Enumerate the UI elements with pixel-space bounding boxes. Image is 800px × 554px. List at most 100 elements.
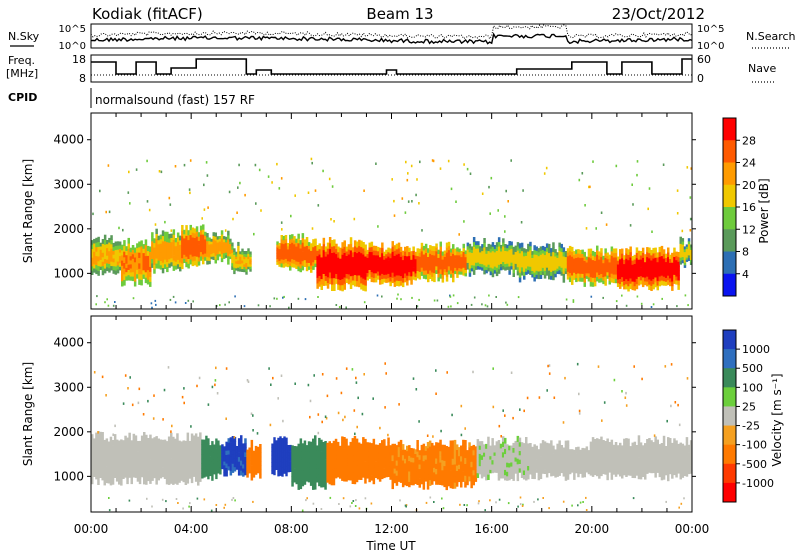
power-cell-1124 xyxy=(410,263,413,269)
power-cell-1528 xyxy=(516,270,520,276)
velocity-cell-317 xyxy=(172,448,175,456)
power-cell-760 xyxy=(316,283,319,289)
velocity-cell-37 xyxy=(99,443,102,450)
power-cell-1187 xyxy=(427,265,430,270)
power-cell-259 xyxy=(159,251,163,257)
velocity-cell-605 xyxy=(246,456,249,461)
velocity-cell-2093 xyxy=(644,452,647,458)
power-cell-2197 xyxy=(689,249,693,253)
power-cell-1431 xyxy=(489,244,493,249)
velocity-scatter-60 xyxy=(502,409,504,412)
power-cell-2138 xyxy=(675,272,678,277)
power-scatter-88 xyxy=(489,212,491,215)
velocity-scatter-99 xyxy=(326,394,329,398)
power-cell-1876 xyxy=(606,262,609,266)
velocity-cell-1686 xyxy=(537,453,541,458)
power-cell-1629 xyxy=(541,253,545,258)
velocity-cell-564 xyxy=(235,454,239,459)
power-cell-132 xyxy=(125,259,128,264)
power-cell-401 xyxy=(197,257,201,262)
velocity-cell-118 xyxy=(120,445,123,452)
power-cell-1955 xyxy=(627,270,630,276)
power-colorbar-swatch-7 xyxy=(723,273,736,297)
power-cell-565 xyxy=(239,256,242,260)
power-cell-1147 xyxy=(416,263,419,268)
velocity-cell-155 xyxy=(130,462,133,468)
velocity-cell-1998 xyxy=(619,447,622,452)
power-cell-309 xyxy=(172,239,176,246)
power-cell-735 xyxy=(307,242,311,246)
velocity-cell-971 xyxy=(351,460,355,467)
velocity-cell-305 xyxy=(170,470,173,478)
velocity-cell-1285 xyxy=(433,454,436,460)
power-colorbar-tick-0: 28 xyxy=(742,134,756,147)
power-cell-2190 xyxy=(687,241,691,245)
power-cell-646 xyxy=(284,238,288,244)
velocity-cell-664 xyxy=(273,470,276,476)
velocity-cell-493 xyxy=(217,448,220,454)
velocity-cell-1496 xyxy=(489,469,492,474)
velocity-cell-1121 xyxy=(391,477,394,484)
velocity-cell-937 xyxy=(343,470,346,476)
velocity-cell-1673 xyxy=(535,465,538,470)
velocity-cell-1365 xyxy=(453,452,457,459)
power-near-54 xyxy=(335,304,338,306)
velocity-near-76 xyxy=(405,505,407,508)
power-cell-1978 xyxy=(633,277,637,282)
velocity-cell-1735 xyxy=(550,440,553,446)
power-scatter-5 xyxy=(168,196,171,200)
power-cell-956 xyxy=(366,261,369,266)
power-cell-759 xyxy=(314,238,317,243)
velocity-cell-1510 xyxy=(491,442,494,448)
velocity-cell-740 xyxy=(291,460,294,467)
power-cell-713 xyxy=(303,259,307,264)
power-cell-2122 xyxy=(671,276,674,282)
power-near-22 xyxy=(436,299,439,302)
velocity-cell-1340 xyxy=(447,461,451,467)
power-cell-1757 xyxy=(575,257,578,262)
velocity-cell-1447 xyxy=(474,446,478,452)
power-cell-2107 xyxy=(667,266,670,271)
velocity-cell-2109 xyxy=(648,446,651,452)
power-cell-837 xyxy=(335,253,338,260)
power-cell-361 xyxy=(187,258,190,264)
velocity-cell-1655 xyxy=(529,443,532,448)
power-cell-200 xyxy=(144,277,148,284)
velocity-cell-1281 xyxy=(433,472,436,477)
power-cell-605 xyxy=(249,256,252,260)
velocity-cell-1932 xyxy=(602,452,605,458)
power-cell-773 xyxy=(318,254,321,260)
power-cell-1566 xyxy=(525,252,528,256)
velocity-cell-659 xyxy=(271,458,274,463)
power-cell-208 xyxy=(146,279,150,285)
velocity-cell-622 xyxy=(250,445,254,451)
velocity-cell-1615 xyxy=(518,437,522,443)
velocity-cell-1604 xyxy=(516,452,520,459)
power-near-16 xyxy=(172,295,175,298)
power-cell-4 xyxy=(91,253,94,258)
velocity-cell-1495 xyxy=(487,436,490,443)
velocity-cell-80 xyxy=(111,478,115,485)
velocity-cell-1970 xyxy=(612,463,616,468)
power-cell-51 xyxy=(103,253,107,259)
velocity-cell-1187 xyxy=(408,465,411,472)
power-cell-129 xyxy=(125,271,128,277)
power-cell-818 xyxy=(331,271,334,279)
velocity-cell-132 xyxy=(124,451,127,457)
velocity-cell-1427 xyxy=(470,466,473,473)
velocity-cell-2168 xyxy=(664,471,668,476)
power-scatter-46 xyxy=(238,163,240,167)
velocity-cell-1230 xyxy=(418,454,421,460)
power-cell-1051 xyxy=(391,261,394,268)
power-cell-390 xyxy=(193,233,197,238)
power-cell-928 xyxy=(360,283,363,290)
power-cell-657 xyxy=(289,261,292,267)
velocity-cell-1867 xyxy=(585,459,589,463)
power-cell-1476 xyxy=(502,249,505,255)
power-cell-1851 xyxy=(600,265,603,270)
velocity-cell-1773 xyxy=(560,451,563,456)
velocity-cell-726 xyxy=(287,448,290,453)
velocity-cell-1220 xyxy=(416,456,419,463)
velocity-cell-1240 xyxy=(422,483,426,490)
power-cell-2159 xyxy=(679,236,682,241)
